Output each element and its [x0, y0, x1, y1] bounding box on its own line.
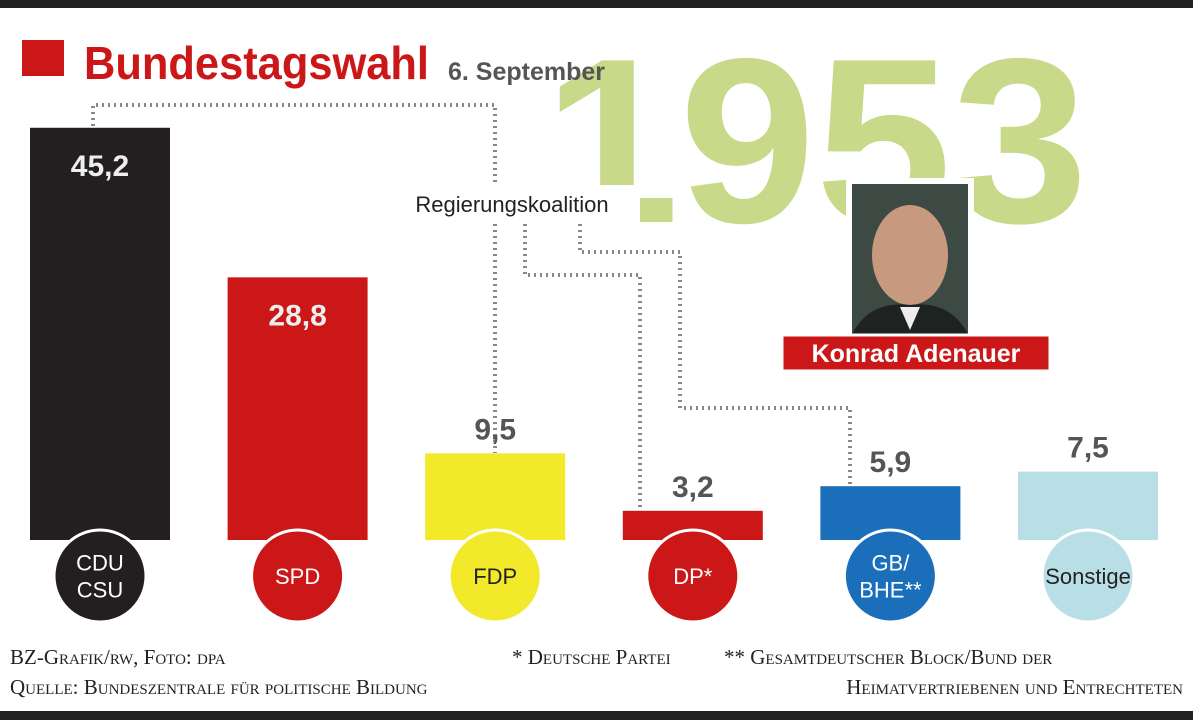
bar [227, 277, 368, 540]
value-label: 28,8 [268, 299, 326, 332]
chart-subtitle: 6. September [448, 58, 605, 86]
footnote-gb: Heimatvertriebenen und Entrechteten [846, 675, 1183, 699]
year: 1953 [543, 9, 1088, 272]
category-badge [1040, 528, 1136, 624]
portrait [846, 178, 974, 338]
value-label: 5,9 [870, 446, 912, 479]
category-badge [842, 528, 938, 624]
category-badge [447, 528, 543, 624]
chart-title: Bundestagswahl [84, 37, 429, 89]
portrait-caption: Konrad Adenauer [812, 340, 1021, 368]
footnote-dp: * Deutsche Partei [512, 645, 671, 669]
value-label: 3,2 [672, 471, 714, 504]
category-badge [52, 528, 148, 624]
category-badge [645, 528, 741, 624]
category-badge [250, 528, 346, 624]
title-marker [22, 40, 64, 76]
x-tick-label: DP* [673, 564, 713, 589]
source: Quelle: Bundeszentrale für politische Bi… [10, 675, 428, 699]
value-label: 7,5 [1067, 432, 1109, 465]
bottom-border [0, 711, 1193, 720]
x-tick-label: CDU CSU [76, 551, 124, 603]
caption-box [780, 333, 1052, 373]
annotation-box [385, 185, 640, 223]
x-tick-label: Sonstige [1045, 564, 1131, 589]
value-label: 9,5 [474, 413, 516, 446]
x-tick-label: SPD [275, 564, 320, 589]
credit: BZ-Grafik/rw, Foto: dpa [10, 645, 226, 669]
coalition-lines [91, 103, 852, 512]
bar [425, 453, 566, 540]
footnote-gb: ** Gesamtdeutscher Block/Bund der [724, 645, 1052, 669]
bar [30, 127, 170, 540]
x-tick-label: GB/BHE** [859, 551, 922, 603]
x-tick-label: FDP [473, 564, 517, 589]
value-label: 45,2 [71, 150, 129, 183]
annotation: Regierungskoalition [415, 192, 608, 217]
top-border [0, 0, 1193, 8]
